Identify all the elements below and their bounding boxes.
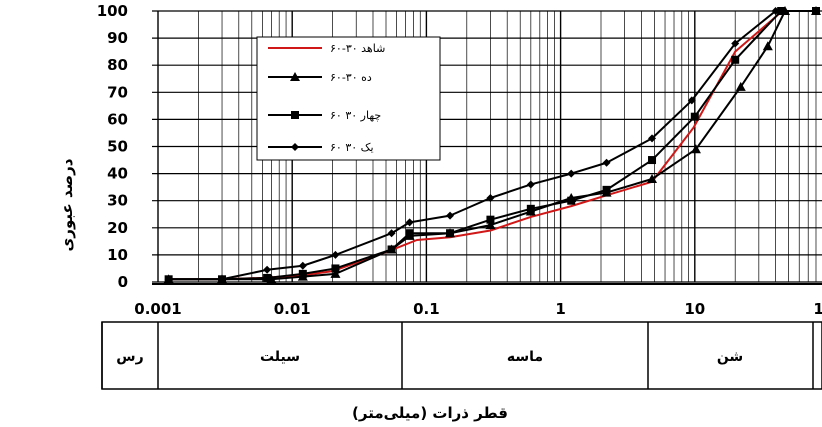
square-marker: [291, 111, 299, 119]
diamond-marker: [567, 169, 576, 178]
legend-label: ۶۰-۳۰ ده: [330, 71, 372, 84]
zone-clay-label: رس: [116, 349, 143, 365]
square-marker: [602, 185, 611, 194]
triangle-marker: [647, 174, 658, 184]
triangle-marker: [330, 268, 341, 278]
triangle-marker: [290, 72, 300, 81]
diamond-marker: [446, 211, 455, 220]
x-tick-label: 1: [555, 300, 565, 318]
square-marker: [526, 204, 535, 213]
diamond-marker: [486, 193, 495, 202]
triangle-marker: [485, 220, 496, 230]
x-tick-label: 0.1: [413, 300, 440, 318]
zone-table-border: [101, 321, 822, 390]
square-marker: [446, 229, 455, 238]
y-axis-label: درصد عبوری: [58, 158, 76, 251]
y-tick-label: 20: [107, 219, 128, 237]
diamond-marker: [387, 229, 396, 238]
y-tick-label: 100: [97, 2, 128, 20]
diamond-marker: [263, 265, 272, 274]
diamond-marker: [771, 7, 780, 15]
diamond-marker: [602, 158, 611, 167]
series-layer: [163, 6, 821, 284]
square-marker: [405, 229, 414, 238]
legend-items: شاهد ۳۰-۶۰ ۶۰-۳۰ ده چهار ۳۰ ۶۰ یک ۳۰ ۶۰: [268, 42, 385, 154]
y-tick-label: 40: [107, 165, 128, 183]
y-tick-label: 0: [118, 273, 128, 291]
soil-classification-table: رس سیلت ماسه شن: [101, 321, 822, 390]
zone-silt-label: سیلت: [260, 349, 300, 365]
legend-label: یک ۳۰ ۶۰: [330, 141, 374, 154]
x-tick-label: 0.001: [134, 300, 181, 318]
y-tick-label: 10: [107, 246, 128, 264]
major-gridlines: [152, 10, 822, 283]
diamond-marker: [648, 134, 657, 143]
y-tick-label: 30: [107, 192, 128, 210]
square-marker: [298, 269, 307, 278]
square-marker: [567, 196, 576, 205]
square-marker: [263, 273, 272, 282]
square-marker: [731, 55, 740, 64]
y-tick-label: 60: [107, 110, 128, 128]
x-tick-label: 10: [684, 300, 705, 318]
x-tick-label: 100: [813, 300, 822, 318]
diamond-marker: [687, 96, 696, 105]
x-tick-labels: 0.001 0.01 0.1 1 10 100: [134, 300, 822, 318]
diamond-marker: [291, 143, 299, 151]
square-marker: [486, 215, 495, 224]
y-tick-labels: 0 10 20 30 40 50 60 70 80 90 100: [97, 2, 128, 291]
x-axis-label: قطر ذرات (میلی‌متر): [352, 404, 508, 422]
x-tick-label: 0.01: [274, 300, 311, 318]
zone-gravel-label: شن: [717, 349, 743, 365]
square-marker: [690, 112, 699, 121]
legend-box: [256, 36, 441, 161]
triangle-marker: [762, 41, 773, 51]
legend: شاهد ۳۰-۶۰ ۶۰-۳۰ ده چهار ۳۰ ۶۰ یک ۳۰ ۶۰: [256, 36, 441, 161]
diamond-marker: [218, 275, 227, 284]
diamond-marker: [331, 250, 340, 259]
diamond-marker: [811, 7, 820, 15]
diamond-marker: [298, 261, 307, 270]
square-marker: [387, 245, 396, 254]
y-tick-label: 50: [107, 138, 128, 156]
legend-label: چهار ۳۰ ۶۰: [330, 109, 381, 122]
series-line: [168, 10, 816, 281]
y-tick-label: 70: [107, 83, 128, 101]
diamond-marker: [405, 218, 414, 227]
legend-label: شاهد ۳۰-۶۰: [330, 42, 385, 55]
y-tick-label: 80: [107, 56, 128, 74]
diamond-marker: [731, 39, 740, 48]
zone-sand-label: ماسه: [507, 349, 543, 365]
series-4: [164, 7, 820, 284]
triangle-marker: [690, 144, 701, 154]
diamond-marker: [164, 275, 173, 284]
triangle-marker: [735, 81, 746, 91]
y-tick-label: 90: [107, 29, 128, 47]
diamond-marker: [526, 180, 535, 189]
square-marker: [331, 264, 340, 273]
square-marker: [648, 156, 657, 165]
